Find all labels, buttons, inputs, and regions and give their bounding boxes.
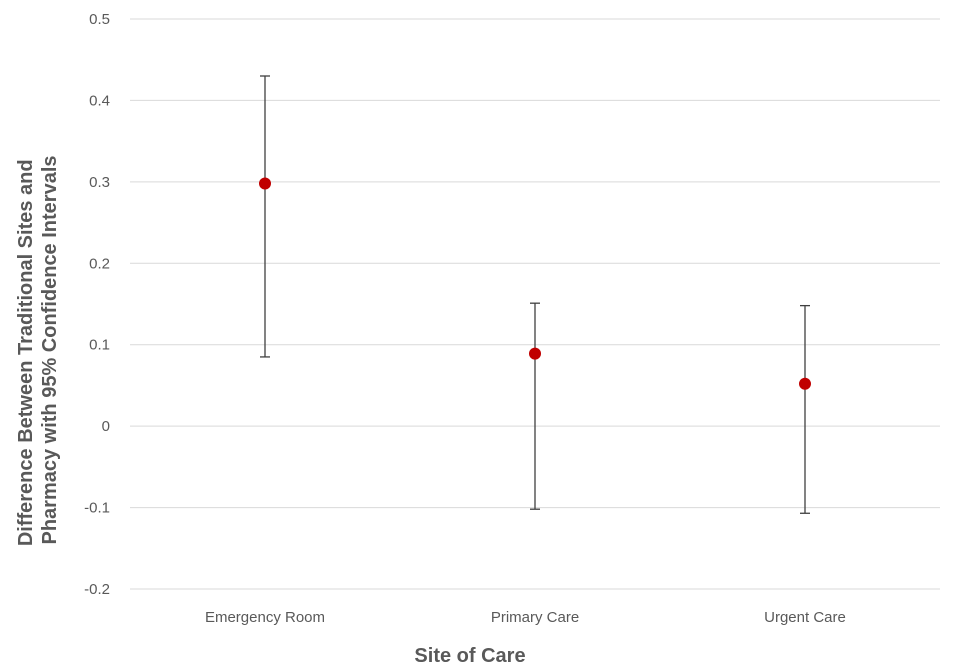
y-axis-title-line-2: Pharmacy with 95% Confidence Intervals — [39, 155, 61, 544]
x-tick-label: Primary Care — [491, 609, 579, 626]
y-tick-label: 0.1 — [89, 337, 110, 354]
y-tick-label: 0 — [102, 418, 110, 435]
x-tick-labels: Emergency Room Primary Care Urgent Care — [205, 609, 846, 626]
y-tick-label: 0.5 — [89, 11, 110, 28]
data-points — [259, 177, 811, 390]
y-tick-label: -0.1 — [84, 500, 110, 517]
data-point — [529, 347, 541, 360]
x-axis-title: Site of Care — [414, 645, 525, 667]
y-axis-title: Difference Between Traditional Sites and… — [15, 154, 61, 546]
y-tick-label: 0.3 — [89, 174, 110, 191]
y-tick-label: 0.4 — [89, 92, 110, 109]
error-bars — [260, 75, 810, 514]
x-tick-label: Urgent Care — [764, 609, 846, 626]
x-tick-label: Emergency Room — [205, 609, 325, 626]
y-axis-title-line-1: Difference Between Traditional Sites and — [15, 159, 37, 546]
data-point — [259, 177, 271, 190]
y-tick-label: -0.2 — [84, 581, 110, 598]
data-point — [799, 377, 811, 390]
y-tick-labels: -0.2 -0.1 0 0.1 0.2 0.3 0.4 0.5 — [84, 11, 110, 598]
y-tick-label: 0.2 — [89, 255, 110, 272]
